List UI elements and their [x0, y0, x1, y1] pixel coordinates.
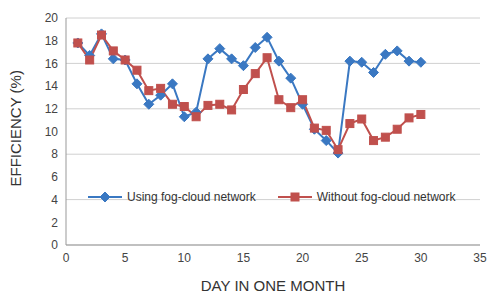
html-text:Using fog-cloud network: Using fog-cloud network — [127, 189, 256, 204]
svg-text:4: 4 — [51, 193, 58, 207]
svg-text:12: 12 — [45, 102, 59, 116]
svg-text:16: 16 — [45, 57, 59, 71]
svg-text:35: 35 — [473, 251, 487, 265]
svg-text:18: 18 — [45, 34, 59, 48]
html-text:Without fog-cloud network: Without fog-cloud network — [316, 189, 456, 204]
svg-text:10: 10 — [178, 251, 192, 265]
svg-text:2: 2 — [51, 216, 58, 230]
svg-text:EFFICIENCY (%): EFFICIENCY (%) — [8, 70, 24, 186]
svg-text:10: 10 — [45, 125, 59, 139]
svg-text:0: 0 — [63, 251, 70, 265]
svg-text:14: 14 — [45, 79, 59, 93]
svg-text:20: 20 — [45, 11, 59, 25]
svg-text:5: 5 — [122, 251, 129, 265]
svg-text:25: 25 — [355, 251, 369, 265]
svg-text:DAY IN ONE MONTH: DAY IN ONE MONTH — [201, 277, 345, 294]
svg-text:8: 8 — [51, 147, 58, 161]
svg-text:6: 6 — [51, 170, 58, 184]
svg-text:20: 20 — [296, 251, 310, 265]
svg-text:0: 0 — [51, 238, 58, 252]
svg-text:30: 30 — [414, 251, 428, 265]
svg-text:15: 15 — [237, 251, 251, 265]
